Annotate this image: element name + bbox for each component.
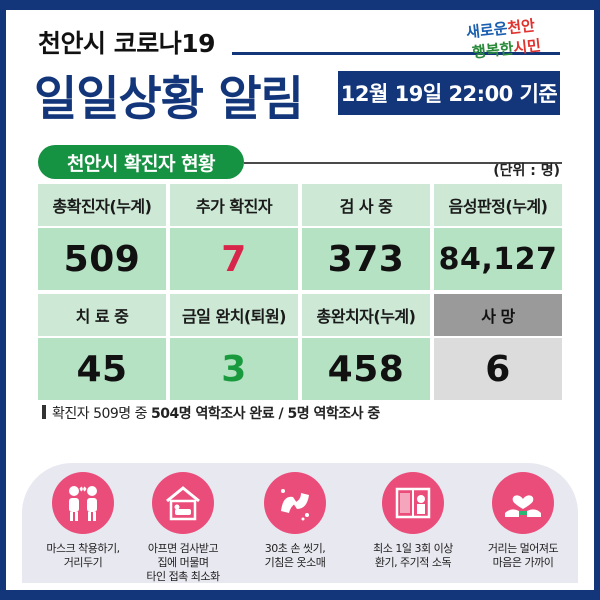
total-recovered-value: 458 [302, 338, 430, 400]
handwash-icon [264, 472, 326, 534]
page-title: 일일상황 알림 [34, 72, 304, 127]
today-recovered-value: 3 [170, 338, 298, 400]
window-ventilation-icon [382, 472, 444, 534]
treating-value: 45 [38, 338, 166, 400]
house-icon [152, 472, 214, 534]
death-header: 사 망 [434, 294, 562, 336]
note-separator: / [274, 406, 288, 422]
title-small: 천안시 코로나19 [38, 29, 216, 58]
total-cases-header: 총확진자(누계) [38, 184, 166, 226]
tip-label: 거리는 멀어져도 마음은 가까이 [487, 542, 559, 569]
tip-label: 아프면 검사받고 집에 머물며 타인 접촉 최소화 [146, 542, 220, 583]
treating-header: 치 료 중 [38, 294, 166, 336]
testing-value: 373 [302, 228, 430, 290]
logo-text-citizen: 시민 [512, 36, 542, 58]
note-completed: 504명 역학조사 완료 [150, 406, 275, 422]
new-cases-header: 추가 확진자 [170, 184, 298, 226]
negative-value: 84,127 [434, 228, 562, 290]
death-value: 6 [434, 338, 562, 400]
tip-distance: 거리는 멀어져도 마음은 가까이 [468, 472, 578, 570]
logo-text-cheonan: 천안 [506, 16, 536, 38]
negative-header: 음성판정(누계) [434, 184, 562, 226]
total-recovered-header: 총완치자(누계) [302, 294, 430, 336]
bullet-bar [42, 405, 46, 419]
tip-label: 최소 1일 3회 이상 환기, 주기적 소독 [373, 542, 453, 569]
heart-hands-icon [492, 472, 554, 534]
title-divider [232, 52, 560, 55]
tip-ventilation: 최소 1일 3회 이상 환기, 주기적 소독 [358, 472, 468, 570]
people-mask-icon [52, 472, 114, 534]
city-logo: 새로운천안 행복한시민 [465, 16, 566, 62]
tip-stay-home: 아프면 검사받고 집에 머물며 타인 접촉 최소화 [128, 472, 238, 584]
section-divider [244, 162, 562, 164]
tip-mask: 마스크 착용하기, 거리두기 [28, 472, 138, 570]
section-title: 천안시 확진자 현황 [38, 145, 244, 179]
today-recovered-header: 금일 완치(퇴원) [170, 294, 298, 336]
tip-label: 30초 손 씻기, 기침은 옷소매 [264, 542, 326, 569]
tip-handwash: 30초 손 씻기, 기침은 옷소매 [240, 472, 350, 570]
tip-label: 마스크 착용하기, 거리두기 [46, 542, 120, 569]
total-cases-value: 509 [38, 228, 166, 290]
new-cases-value: 7 [170, 228, 298, 290]
unit-label: (단위 : 명) [493, 163, 560, 179]
testing-header: 검 사 중 [302, 184, 430, 226]
investigation-note: 확진자 509명 중 504명 역학조사 완료 / 5명 역학조사 중 [42, 403, 380, 423]
note-prefix: 확진자 509명 중 [52, 406, 151, 422]
date-badge: 12월 19일 22:00 기준 [338, 71, 560, 115]
note-in-progress: 5명 역학조사 중 [287, 406, 381, 422]
logo-text-happy: 행복한 [471, 39, 515, 62]
